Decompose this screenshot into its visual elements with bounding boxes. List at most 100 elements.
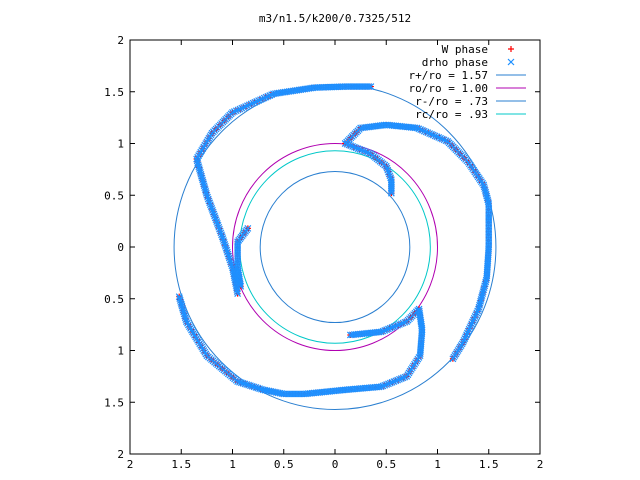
drho-phase-point <box>257 96 264 104</box>
drho-phase-point <box>476 301 483 309</box>
drho-phase-point <box>219 235 227 243</box>
drho-phase-point <box>433 133 441 141</box>
drho-phase-point <box>479 288 487 296</box>
y-tick-label: 2 <box>117 448 124 461</box>
x-tick-label: 0.5 <box>274 458 294 471</box>
drho-phase-point <box>470 314 478 322</box>
drho-phase-point <box>204 195 212 203</box>
drho-phase-point <box>218 231 225 239</box>
drho-phase-point <box>217 229 225 237</box>
legend-marker-sample <box>507 58 515 66</box>
drho-phase-point <box>204 193 211 201</box>
drho-phase-point <box>379 327 387 335</box>
drho-phase-point <box>223 246 231 254</box>
drho-phase-point <box>232 107 240 115</box>
y-tick-label: 0.5 <box>104 189 124 202</box>
drho-phase-point <box>210 210 218 218</box>
drho-phase-point <box>220 237 227 244</box>
drho-phase-point <box>469 318 476 326</box>
drho-phase-point <box>207 203 215 210</box>
drho-phase-point <box>475 305 482 313</box>
drho-phase-point <box>215 223 223 231</box>
drho-phase-point <box>214 221 222 229</box>
drho-phase-point <box>234 106 242 114</box>
drho-phase-point <box>177 300 185 308</box>
drho-phase-point <box>396 321 403 328</box>
drho-phase-point <box>417 126 425 133</box>
drho-phase-point <box>467 322 475 330</box>
x-tick-label: 0 <box>332 458 339 471</box>
drho-phase-point <box>383 326 391 334</box>
legend-label: ro/ro = 1.00 <box>409 82 488 95</box>
drho-phase-point <box>386 172 394 180</box>
drho-phase-point <box>178 302 186 310</box>
drho-phase-point <box>435 134 443 141</box>
drho-phase-point <box>209 208 217 216</box>
drho-phase-point <box>227 258 235 266</box>
legend-label: rc/ro = .93 <box>415 108 488 121</box>
x-tick-label: 2 <box>537 458 544 471</box>
drho-phase-point <box>177 298 185 306</box>
drho-phase-point <box>426 130 434 137</box>
drho-phase-point <box>182 318 190 325</box>
drho-phase-point <box>230 108 238 116</box>
drho-phase-point <box>390 323 398 331</box>
x-tick-label: 0.5 <box>376 458 396 471</box>
drho-phase-point <box>224 250 232 258</box>
drho-phase-point <box>465 325 473 333</box>
drho-phase-point <box>236 105 244 113</box>
drho-phase-point <box>225 252 233 260</box>
drho-phase-point <box>181 312 189 320</box>
drho-phase-point <box>397 320 405 328</box>
drho-phase-point <box>482 276 490 284</box>
drho-phase-point <box>386 324 394 332</box>
drho-phase-point <box>255 97 263 105</box>
drho-phase-point <box>460 336 468 344</box>
drho-phase-point <box>385 325 392 333</box>
drho-phase-point <box>377 328 385 336</box>
drho-phase-point <box>347 142 355 150</box>
drho-phase-point <box>382 162 390 170</box>
drho-phase-point <box>341 140 349 147</box>
drho-phase-point <box>262 93 270 101</box>
drho-phase-point <box>428 130 435 138</box>
drho-phase-point <box>471 313 479 320</box>
drho-phase-point <box>475 303 483 311</box>
drho-phase-point <box>413 124 421 132</box>
drho-phase-point <box>220 239 228 246</box>
drho-phase-point <box>200 180 208 188</box>
drho-phase-point <box>213 220 221 227</box>
drho-phase-point <box>197 170 205 178</box>
y-tick-label: 1.5 <box>104 86 124 99</box>
y-tick-label: 0.5 <box>104 293 124 306</box>
chart-title: m3/n1.5/k200/0.7325/512 <box>259 12 411 25</box>
drho-phase-point <box>399 319 407 327</box>
drho-phase-point <box>201 186 209 193</box>
data-points <box>175 83 493 398</box>
x-tick-label: 1.5 <box>171 458 191 471</box>
drho-phase-point <box>464 327 472 335</box>
drho-phase-point <box>416 350 424 358</box>
drho-phase-point <box>223 248 231 256</box>
drho-phase-point <box>385 168 392 176</box>
drho-phase-point <box>240 103 248 111</box>
drho-phase-point <box>226 256 234 264</box>
drho-phase-point <box>243 102 251 110</box>
drho-phase-point <box>381 381 389 389</box>
drho-phase-point <box>429 131 437 139</box>
y-tick-label: 1 <box>117 138 124 151</box>
drho-phase-point <box>482 278 490 286</box>
drho-phase-point <box>350 143 358 151</box>
drho-phase-point <box>480 284 488 292</box>
drho-phase-point <box>236 281 244 288</box>
drho-phase-point <box>179 306 187 314</box>
legend-label: W phase <box>442 43 488 56</box>
drho-phase-point <box>394 376 402 384</box>
drho-phase-point <box>176 297 184 304</box>
drho-phase-point <box>390 378 398 385</box>
drho-phase-point <box>227 260 235 268</box>
drho-phase-point <box>396 375 403 383</box>
drho-phase-point <box>399 374 407 382</box>
drho-phase-point <box>345 141 353 149</box>
